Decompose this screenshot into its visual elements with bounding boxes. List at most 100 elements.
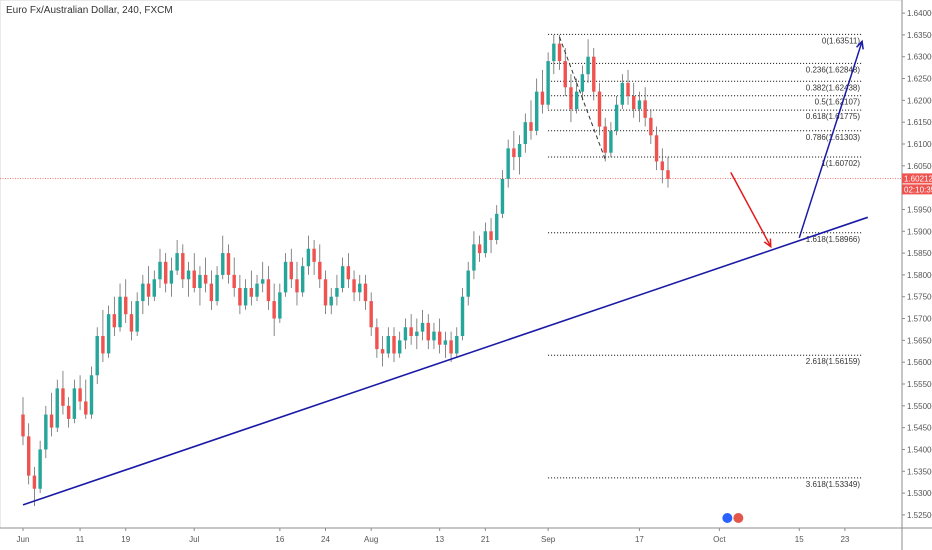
down-arrow [730,172,772,247]
y-tick-label: 1.57000 [907,315,932,324]
candle-body [215,274,219,302]
y-tick-label: 1.54500 [907,424,932,433]
candle-body [312,248,316,262]
candle-body [118,296,122,328]
candle-body [546,61,550,105]
candle-body [106,314,111,354]
candle-body [141,283,145,302]
candle-body [158,261,162,280]
y-tick-label: 1.54000 [907,445,932,454]
candle-body [346,266,351,280]
candle-body [55,388,59,428]
grid-layer [0,0,903,529]
y-tick-label: 1.58500 [907,249,932,258]
plot-frame [0,0,903,529]
candle-body [574,91,579,110]
candle-body [466,270,470,297]
candle-body [432,331,436,341]
drawings [22,36,869,523]
candle-body [238,288,242,306]
candle-body [112,314,117,328]
candle-body [660,161,664,171]
candle-body [295,279,299,293]
fib-level-label: 0.382(1.62438) [806,83,861,92]
current-price-badge [902,173,932,184]
x-tick-label: 13 [435,535,444,544]
candle-body [186,270,191,280]
candle-body [398,340,402,354]
y-tick-label: 1.61500 [907,118,932,127]
candle-body [603,126,607,153]
candle-body [614,104,619,131]
y-tick-label: 1.53000 [907,489,932,498]
x-tick-label: 19 [121,535,130,544]
y-tick-label: 1.63000 [907,53,932,62]
candle-body [500,178,505,214]
candle-body [460,296,465,336]
candle-body [203,274,208,284]
y-tick-label: 1.52500 [907,511,932,520]
x-tick-label: Sep [541,535,556,544]
countdown-badge [902,184,932,195]
candle-body [489,231,493,240]
candle-body [226,253,231,275]
y-tick-label: 1.63500 [907,31,932,40]
candle-body [654,135,659,162]
y-tick-label: 1.55000 [907,402,932,411]
candle-body [540,91,545,105]
candle-body [586,56,590,75]
candle-body [455,336,459,354]
price-badges: 1.60212 02:10:35 [902,173,932,195]
y-tick-label: 1.59500 [907,205,932,214]
candle-body [255,283,259,297]
candle-body [632,96,636,110]
candle-body [32,475,37,489]
candle-body [592,56,596,92]
candle-body [409,327,413,336]
y-tick-label: 1.60500 [907,162,932,171]
candle-body [666,170,670,179]
candle-body [209,283,214,302]
fib-level-label: 0.618(1.61775) [806,112,861,121]
x-tick-label: Oct [713,535,726,544]
up-arrow [798,41,863,239]
y-tick-label: 1.64000 [907,9,932,18]
candle-body [426,322,430,341]
candle-body [369,301,373,328]
candle-body [192,270,196,288]
candle-body [232,274,236,288]
x-tick-label: 17 [635,535,644,544]
candle-body [95,336,99,376]
candle-body [437,331,442,345]
candle-body [221,253,225,275]
candle-body [517,144,522,158]
candle-body [61,388,65,406]
candle-body [512,148,516,158]
candle-body [272,301,276,319]
candle-body [169,270,174,284]
x-tick-label: Jul [189,535,199,544]
candle-body [21,414,25,437]
candle-body [335,288,339,297]
fib-level-label: 0.5(1.62107) [815,98,861,107]
candle-body [124,296,128,315]
candle-body [420,322,425,332]
candle-body [243,288,248,306]
fib-level-label: 1(1.60702) [821,159,860,168]
x-tick-label: 11 [76,535,85,544]
candle-body [26,436,31,476]
countdown-label: 02:10:35 [904,185,932,194]
candle-body [261,279,265,284]
candle-body [89,375,94,415]
x-tick-label: 15 [795,535,804,544]
fib-level-label: 0.786(1.61303) [806,133,861,142]
candle-body [443,340,448,345]
candle-body [340,266,345,288]
fib-level-label: 2.618(1.56159) [806,357,861,366]
candle-body [523,122,527,144]
candle-body [386,336,391,354]
candle-body [49,414,54,428]
candle-body [300,266,305,293]
